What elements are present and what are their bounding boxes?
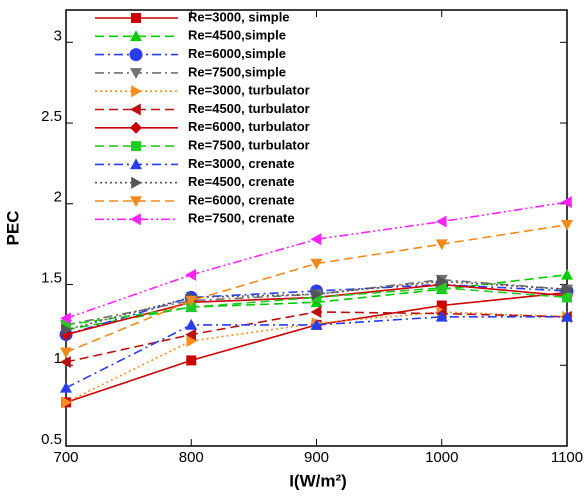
x-tick-label: 1100	[551, 449, 583, 466]
marker	[562, 283, 573, 296]
legend-marker	[131, 141, 141, 152]
legend-label: Re=6000, turbulator	[188, 119, 310, 134]
y-axis-label: PEC	[3, 211, 22, 246]
x-tick-label: 800	[179, 449, 204, 466]
legend-marker	[130, 121, 142, 134]
legend-label: Re=7500, crenate	[188, 211, 295, 226]
legend-label: Re=4500, turbulator	[188, 101, 310, 116]
x-axis-label: I(W/m²)	[289, 471, 347, 490]
marker	[562, 292, 572, 303]
legend-label: Re=7500, turbulator	[188, 138, 310, 153]
legend-marker	[131, 85, 142, 98]
marker	[310, 233, 322, 246]
marker	[185, 318, 198, 330]
series-line	[65, 316, 567, 389]
y-tick-label: 2	[54, 189, 62, 206]
marker	[185, 328, 197, 341]
marker	[436, 275, 448, 288]
marker	[561, 268, 573, 280]
series-line	[65, 280, 568, 331]
marker	[186, 302, 197, 313]
marker	[185, 295, 198, 307]
marker	[310, 318, 323, 330]
series-line	[65, 201, 568, 320]
y-tick-label: 1.5	[41, 269, 62, 286]
legend-label: Re=6000,simple	[188, 46, 286, 61]
plot-frame	[65, 9, 568, 447]
legend-marker	[129, 48, 143, 62]
legend-marker	[130, 68, 142, 79]
marker	[186, 335, 198, 348]
marker	[60, 381, 72, 393]
legend-marker	[130, 103, 141, 116]
marker	[61, 396, 72, 409]
y-tick-label: 0.5	[41, 431, 62, 448]
marker	[60, 347, 72, 359]
x-tick-label: 1000	[425, 449, 458, 466]
legend-marker	[131, 13, 141, 23]
marker	[61, 323, 72, 336]
legend-marker	[131, 176, 142, 189]
marker	[561, 196, 572, 209]
marker	[435, 310, 448, 322]
marker	[435, 215, 447, 228]
legend-label: Re=4500, crenate	[188, 174, 295, 189]
x-tick-label: 700	[53, 449, 78, 466]
legend-marker	[130, 196, 142, 207]
marker	[435, 239, 448, 251]
legend-label: Re=4500,simple	[188, 28, 286, 43]
legend-marker	[130, 158, 142, 170]
legend-marker	[130, 213, 141, 226]
marker	[311, 288, 323, 301]
legend-label: Re=3000, simple	[188, 9, 290, 24]
y-tick-label: 2.5	[41, 108, 62, 125]
legend-label: Re=3000, turbulator	[188, 83, 310, 98]
legend-label: Re=3000, crenate	[188, 156, 295, 171]
marker	[60, 312, 71, 325]
marker	[186, 355, 197, 366]
marker	[185, 268, 197, 281]
marker	[60, 356, 71, 369]
marker	[561, 310, 573, 322]
marker	[561, 219, 573, 231]
marker	[310, 305, 322, 318]
series-line	[65, 283, 568, 336]
marker	[310, 258, 323, 270]
y-tick-label: 1	[54, 350, 62, 367]
y-tick-label: 3	[54, 27, 62, 44]
legend-marker	[130, 30, 142, 42]
legend-label: Re=6000, crenate	[188, 192, 295, 207]
legend-label: Re=7500,simple	[188, 64, 286, 79]
x-tick-label: 900	[304, 449, 329, 466]
